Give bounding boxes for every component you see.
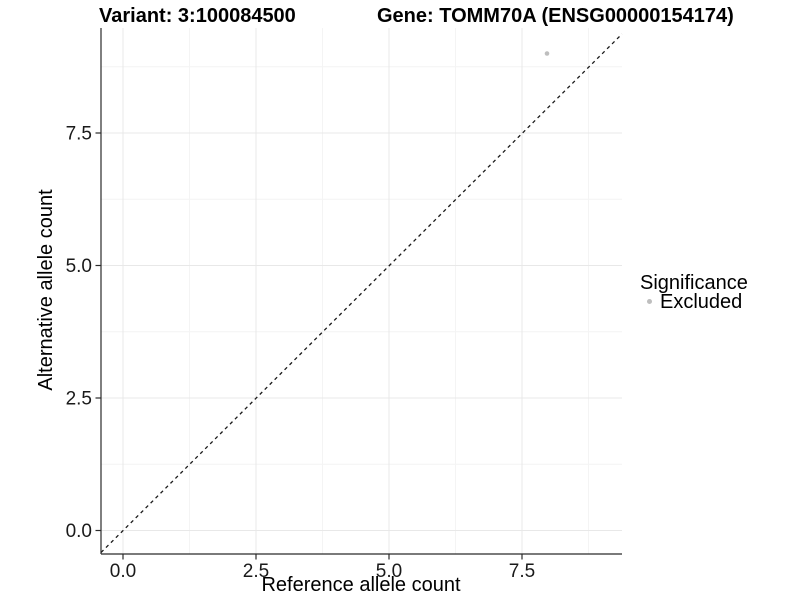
legend: Significance Excluded <box>640 272 748 313</box>
x-axis-tick-labels: 0.0 2.5 5.0 7.5 <box>110 561 535 582</box>
y-axis-tick-labels: 0.0 2.5 5.0 7.5 <box>66 124 92 543</box>
plot-panel <box>101 28 622 554</box>
legend-key-point-icon <box>647 299 652 304</box>
x-tick-label: 0.0 <box>110 561 136 582</box>
y-tick-label: 7.5 <box>66 124 92 145</box>
x-tick-label: 2.5 <box>243 561 269 582</box>
gridlines-minor <box>101 28 622 554</box>
x-tick-label: 7.5 <box>509 561 535 582</box>
legend-title: Significance <box>640 272 748 294</box>
x-axis-title: Reference allele count <box>261 574 460 596</box>
gridlines-major <box>101 28 622 554</box>
variant-title: Variant: 3:100084500 <box>99 5 296 27</box>
legend-item-excluded: Excluded <box>647 291 742 313</box>
y-axis-title: Alternative allele count <box>35 189 57 391</box>
y-tick-label: 2.5 <box>66 389 92 410</box>
data-point-excluded <box>544 51 550 56</box>
x-axis-tick-marks <box>122 554 523 560</box>
y-tick-label: 0.0 <box>66 521 92 542</box>
gene-title: Gene: TOMM70A (ENSG00000154174) <box>377 5 734 27</box>
y-axis-tick-marks <box>95 132 101 532</box>
x-tick-label: 5.0 <box>376 561 402 582</box>
y-tick-label: 5.0 <box>66 256 92 277</box>
legend-item-label: Excluded <box>660 291 742 313</box>
